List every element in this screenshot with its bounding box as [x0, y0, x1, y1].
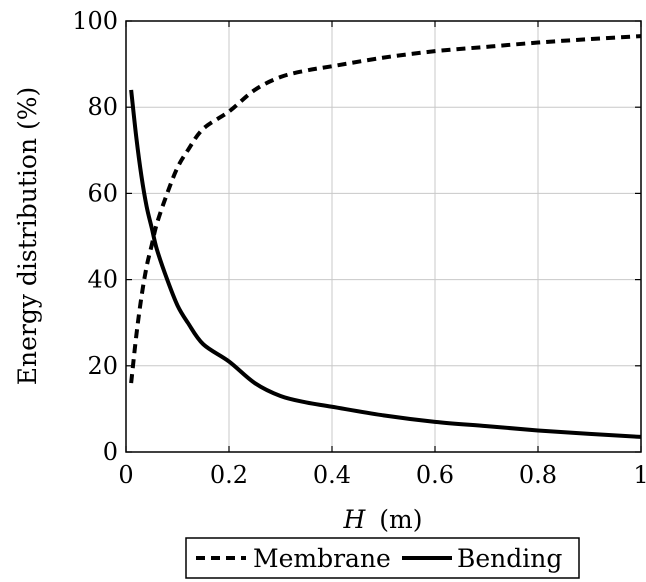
- y-tick-label: 60: [87, 179, 118, 207]
- x-tick-label: 0: [118, 461, 133, 489]
- series-layer: [129, 34, 642, 439]
- plot-frame: [125, 20, 642, 453]
- x-tick-label: 0.6: [416, 461, 454, 489]
- legend: Membrane Bending: [185, 537, 580, 579]
- y-tick-label: 40: [87, 266, 118, 294]
- y-tick-label: 20: [87, 352, 118, 380]
- y-tick-label: 100: [72, 7, 118, 35]
- x-axis-unit: (m): [379, 505, 422, 534]
- x-tick-labels: 0 0.2 0.4 0.6 0.8 1: [118, 461, 646, 489]
- y-tick-label: 80: [87, 93, 118, 121]
- x-tick-label: 0.4: [313, 461, 351, 489]
- legend-box: [185, 537, 580, 579]
- x-tick-label: 0.8: [519, 461, 557, 489]
- tick-marks: [125, 20, 642, 453]
- y-axis-label: Energy distribution (%): [13, 87, 42, 386]
- grid-lines: [126, 21, 641, 452]
- y-tick-label: 0: [103, 438, 118, 466]
- x-tick-label: 1: [633, 461, 646, 489]
- y-tick-labels: 0 20 40 60 80 100: [72, 7, 118, 466]
- legend-label-bending: Bending: [457, 544, 562, 573]
- series-line-bending: [129, 89, 642, 439]
- x-tick-label: 0.2: [210, 461, 248, 489]
- x-axis-label: H (m): [343, 505, 423, 534]
- x-axis-variable: H: [343, 505, 367, 534]
- legend-label-membrane: Membrane: [253, 544, 391, 573]
- series-line-membrane: [129, 34, 642, 384]
